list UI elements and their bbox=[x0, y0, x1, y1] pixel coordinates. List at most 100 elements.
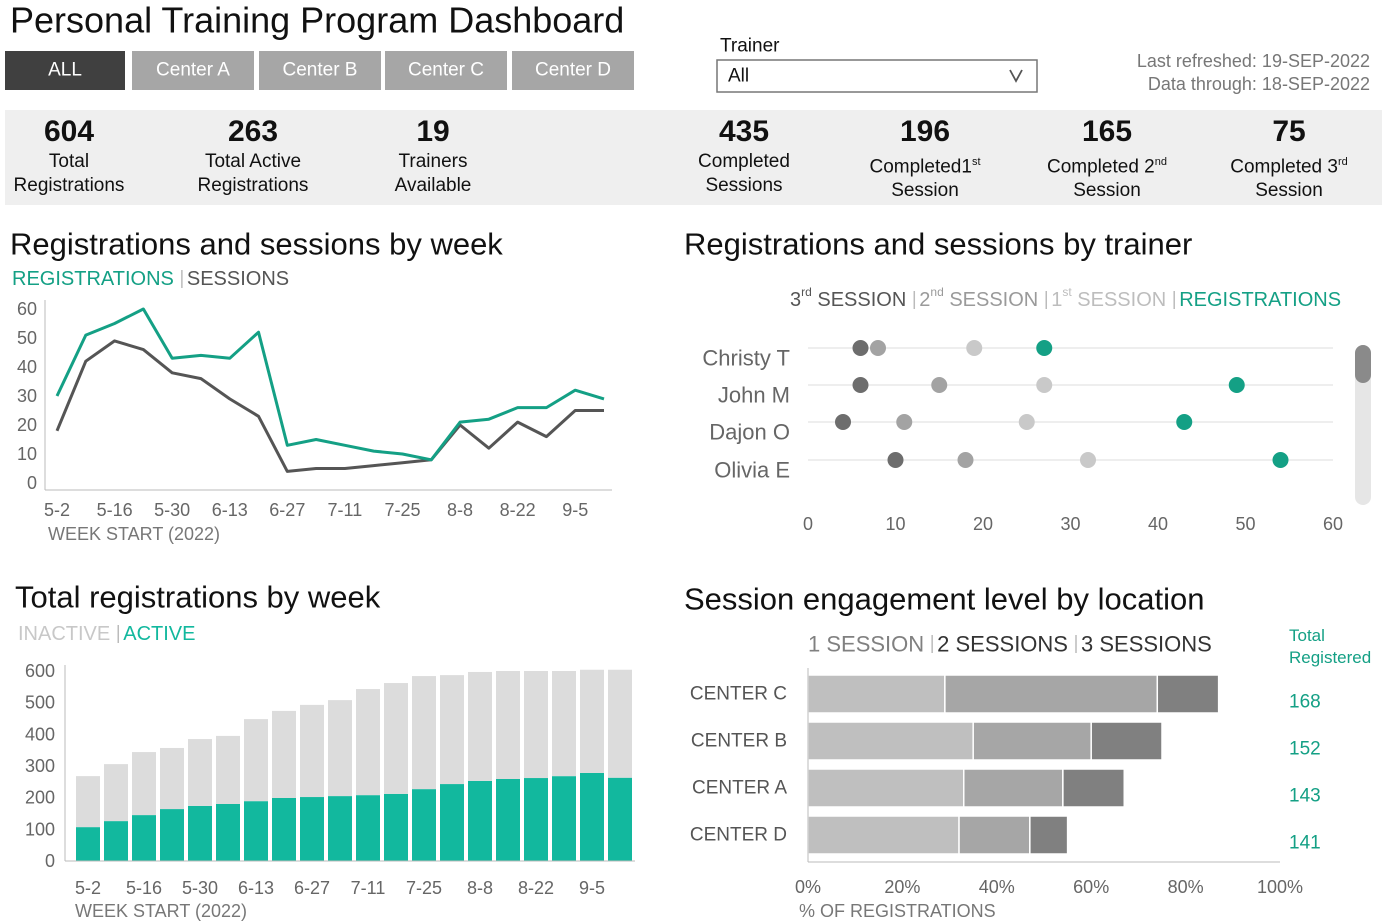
button-bg[interactable] bbox=[259, 51, 381, 90]
button-label[interactable]: Center C bbox=[408, 60, 484, 81]
x-tick-label: 20 bbox=[973, 514, 993, 534]
kpi-label: Completed1st Session bbox=[869, 156, 981, 202]
x-tick-label: 9-5 bbox=[579, 878, 605, 898]
filter-button[interactable]: Center A bbox=[132, 51, 254, 90]
kpi-value: 263 bbox=[227, 115, 279, 148]
total-value: 152 bbox=[1289, 739, 1321, 760]
select-box[interactable] bbox=[716, 59, 1038, 93]
bar-segment bbox=[496, 778, 520, 861]
y-tick-label: 300 bbox=[25, 756, 55, 776]
x-tick-label: 7-11 bbox=[328, 500, 363, 520]
kpi-value: 196 bbox=[899, 115, 951, 148]
text-part: nd bbox=[930, 285, 943, 299]
bar-segment bbox=[244, 801, 268, 861]
dot bbox=[957, 452, 974, 468]
bar-segment bbox=[580, 669, 604, 773]
kpi: 263 Total Active Registrations bbox=[178, 114, 328, 198]
x-tick-label: 5-2 bbox=[75, 878, 101, 898]
bar-segment bbox=[807, 674, 946, 714]
text-part: 2 bbox=[919, 289, 930, 311]
select-caret[interactable] bbox=[1009, 69, 1023, 83]
bar-segment bbox=[356, 689, 380, 796]
select-value[interactable]: All bbox=[728, 66, 749, 87]
category-label: CENTER C bbox=[690, 684, 787, 705]
text-part: SESSION bbox=[944, 289, 1038, 311]
bar-segment bbox=[132, 815, 156, 861]
text-part: 3 bbox=[790, 289, 801, 311]
button-bg[interactable] bbox=[132, 51, 254, 90]
kpi-value: 435 bbox=[718, 115, 770, 148]
button-label[interactable]: Center A bbox=[156, 60, 230, 81]
bar-segment bbox=[384, 793, 408, 861]
y-tick-label: 600 bbox=[25, 661, 55, 681]
bar-segment bbox=[384, 683, 408, 794]
bar-segment bbox=[1090, 721, 1163, 761]
text-part: SESSION bbox=[1072, 289, 1166, 311]
legend-item: 3rd SESSION bbox=[790, 285, 906, 311]
button-bg[interactable] bbox=[512, 51, 634, 90]
bar-segment bbox=[958, 815, 1031, 855]
button-label[interactable]: Center B bbox=[283, 60, 358, 81]
kpi: 75 Completed 3rd Session bbox=[1214, 114, 1364, 203]
dot bbox=[887, 452, 904, 468]
category-label: CENTER A bbox=[692, 778, 787, 799]
button-label[interactable]: Center D bbox=[535, 60, 611, 81]
bar-segment bbox=[188, 739, 212, 806]
x-tick-label: 8-8 bbox=[467, 878, 493, 898]
x-tick-label: 0% bbox=[795, 877, 821, 897]
y-tick-label: 200 bbox=[25, 788, 55, 808]
y-tick-label: 60 bbox=[17, 299, 37, 319]
x-axis-title: WEEK START (2022) bbox=[48, 524, 220, 544]
page-title: Personal Training Program Dashboard bbox=[10, 0, 624, 41]
kpi-value: 19 bbox=[416, 115, 450, 148]
dot bbox=[835, 414, 851, 430]
dot bbox=[1080, 452, 1096, 468]
x-tick-label: 20% bbox=[884, 877, 920, 897]
x-tick-label: 80% bbox=[1168, 877, 1204, 897]
total-value: 141 bbox=[1289, 833, 1321, 854]
bar-segment bbox=[440, 675, 464, 785]
trainer-label: Trainer bbox=[720, 36, 780, 57]
legend-item: 1 SESSION bbox=[808, 632, 924, 657]
button-bg[interactable] bbox=[385, 51, 507, 90]
x-axis-title: WEEK START (2022) bbox=[75, 901, 247, 921]
kpi-value: 165 bbox=[1081, 115, 1133, 148]
bar-segment bbox=[468, 780, 492, 861]
bar-segment bbox=[160, 809, 184, 861]
button-label[interactable]: ALL bbox=[48, 60, 82, 81]
x-tick-label: 5-30 bbox=[154, 500, 190, 520]
scrollbar-track[interactable] bbox=[1355, 345, 1371, 505]
y-tick-label: 500 bbox=[25, 693, 55, 713]
y-tick-label: 20 bbox=[17, 415, 37, 435]
bar-segment bbox=[272, 710, 296, 798]
kpi-band bbox=[5, 110, 1382, 205]
kpi-label: Completed Sessions bbox=[698, 151, 790, 196]
legend-item: INACTIVE bbox=[18, 623, 110, 645]
filter-button[interactable]: Center C bbox=[385, 51, 507, 90]
bar-segment bbox=[188, 805, 212, 861]
bar-segment bbox=[1062, 768, 1125, 808]
kpi-value: 75 bbox=[1272, 115, 1306, 148]
y-tick-label: 100 bbox=[25, 819, 55, 839]
kpi-label: Trainers Available bbox=[394, 151, 472, 196]
legend-item: SESSIONS bbox=[187, 268, 289, 290]
button-bg[interactable] bbox=[5, 51, 125, 90]
superscript: nd bbox=[1154, 156, 1167, 168]
totals-title: Total Registered bbox=[1289, 626, 1372, 667]
x-tick-label: 6-27 bbox=[269, 500, 305, 520]
trainer-select[interactable]: All bbox=[716, 59, 1038, 93]
filter-button[interactable]: Center D bbox=[512, 51, 634, 90]
filter-button[interactable]: ALL bbox=[5, 51, 125, 90]
x-tick-label: 8-22 bbox=[518, 878, 554, 898]
legend-item: 2nd SESSION bbox=[919, 285, 1038, 311]
scrollbar-thumb[interactable] bbox=[1355, 345, 1371, 383]
x-tick-label: 7-11 bbox=[351, 878, 386, 898]
legend-item: ACTIVE bbox=[123, 623, 195, 645]
superscript: rd bbox=[1337, 156, 1348, 168]
category-label: John M bbox=[718, 383, 790, 408]
chart-title: Total registrations by week bbox=[15, 580, 381, 615]
bar-segment bbox=[216, 735, 240, 804]
bar-segment bbox=[356, 795, 380, 861]
filter-button[interactable]: Center B bbox=[259, 51, 381, 90]
x-tick-label: 50 bbox=[1235, 514, 1255, 534]
